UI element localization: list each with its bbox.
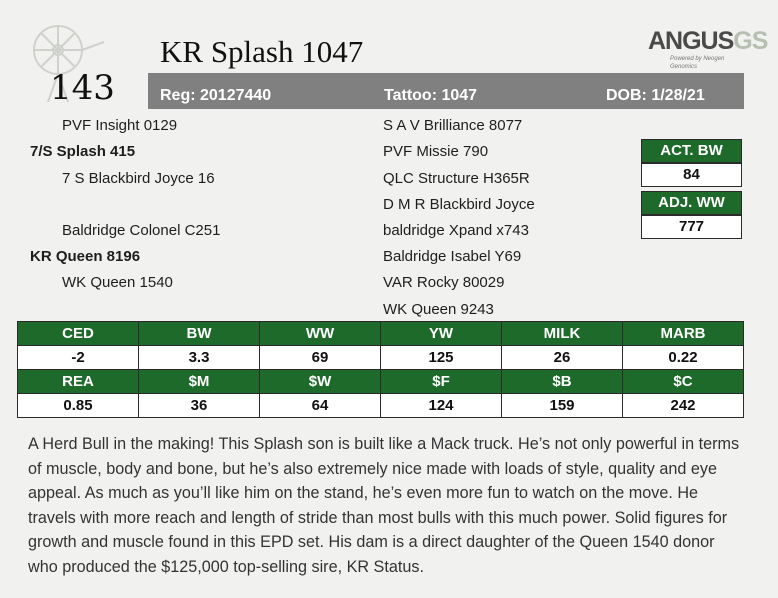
epd-header-row: REA $M $W $F $B $C bbox=[17, 369, 744, 394]
lot-number: 143 bbox=[50, 68, 115, 108]
epd-header: $B bbox=[501, 369, 623, 394]
tattoo: Tattoo: 1047 bbox=[384, 87, 478, 104]
act-bw-label: ACT. BW bbox=[641, 139, 742, 163]
logo-accent: GS bbox=[733, 27, 768, 55]
epd-table: CED BW WW YW MILK MARB -2 3.3 69 125 26 … bbox=[17, 321, 744, 418]
sire-dam: 7 S Blackbird Joyce 16 bbox=[62, 170, 215, 187]
epd-value: 242 bbox=[622, 393, 744, 418]
epd-value: 26 bbox=[501, 345, 623, 370]
adj-ww-label: ADJ. WW bbox=[641, 191, 742, 215]
epd-value-row: 0.85 36 64 124 159 242 bbox=[17, 393, 744, 418]
pedigree-right-2: PVF Missie 790 bbox=[383, 143, 489, 160]
epd-value-row: -2 3.3 69 125 26 0.22 bbox=[17, 345, 744, 370]
epd-value: 124 bbox=[380, 393, 502, 418]
animal-name: KR Splash 1047 bbox=[160, 34, 364, 69]
angus-gs-logo: ANGUSGS Powered by Neogen Genomics bbox=[648, 27, 768, 71]
epd-value: 0.22 bbox=[622, 345, 744, 370]
dob: DOB: 1/28/21 bbox=[606, 87, 705, 104]
epd-header: $F bbox=[380, 369, 502, 394]
epd-header-row: CED BW WW YW MILK MARB bbox=[17, 321, 744, 346]
logo-main: ANGUS bbox=[648, 27, 734, 55]
epd-value: 125 bbox=[380, 345, 502, 370]
sire: 7/S Splash 415 bbox=[30, 143, 136, 160]
pedigree-right-7: VAR Rocky 80029 bbox=[383, 274, 505, 291]
epd-header: MILK bbox=[501, 321, 623, 346]
epd-header: $C bbox=[622, 369, 744, 394]
epd-value: 36 bbox=[138, 393, 260, 418]
sire-sire: PVF Insight 0129 bbox=[62, 117, 178, 134]
reg-number: Reg: 20127440 bbox=[160, 87, 272, 104]
epd-value: 0.85 bbox=[17, 393, 139, 418]
pedigree-right-5: baldridge Xpand x743 bbox=[383, 222, 529, 239]
pedigree-right-6: Baldridge Isabel Y69 bbox=[383, 248, 522, 265]
pedigree-right-8: WK Queen 9243 bbox=[383, 301, 494, 318]
registration-bar: Reg: 20127440 Tattoo: 1047 DOB: 1/28/21 bbox=[148, 73, 744, 109]
dam: KR Queen 8196 bbox=[30, 248, 141, 265]
windmill-watermark-icon bbox=[33, 25, 105, 102]
pedigree-right-4: D M R Blackbird Joyce bbox=[383, 196, 535, 213]
act-bw-value: 84 bbox=[641, 163, 742, 187]
description-text: A Herd Bull in the making! This Splash s… bbox=[28, 435, 740, 576]
epd-value: 64 bbox=[259, 393, 381, 418]
adj-ww-value: 777 bbox=[641, 215, 742, 239]
epd-value: 69 bbox=[259, 345, 381, 370]
epd-value: -2 bbox=[17, 345, 139, 370]
epd-header: MARB bbox=[622, 321, 744, 346]
epd-header: CED bbox=[17, 321, 139, 346]
epd-value: 3.3 bbox=[138, 345, 260, 370]
epd-header: $M bbox=[138, 369, 260, 394]
logo-tagline: Powered by Neogen Genomics bbox=[670, 56, 725, 70]
epd-header: REA bbox=[17, 369, 139, 394]
epd-header: YW bbox=[380, 321, 502, 346]
pedigree-right-1: S A V Brilliance 8077 bbox=[383, 117, 523, 134]
epd-header: $W bbox=[259, 369, 381, 394]
pedigree-right-3: QLC Structure H365R bbox=[383, 170, 530, 187]
epd-header: WW bbox=[259, 321, 381, 346]
dam-dam: WK Queen 1540 bbox=[62, 274, 173, 291]
dam-sire: Baldridge Colonel C251 bbox=[62, 222, 221, 239]
epd-value: 159 bbox=[501, 393, 623, 418]
epd-header: BW bbox=[138, 321, 260, 346]
